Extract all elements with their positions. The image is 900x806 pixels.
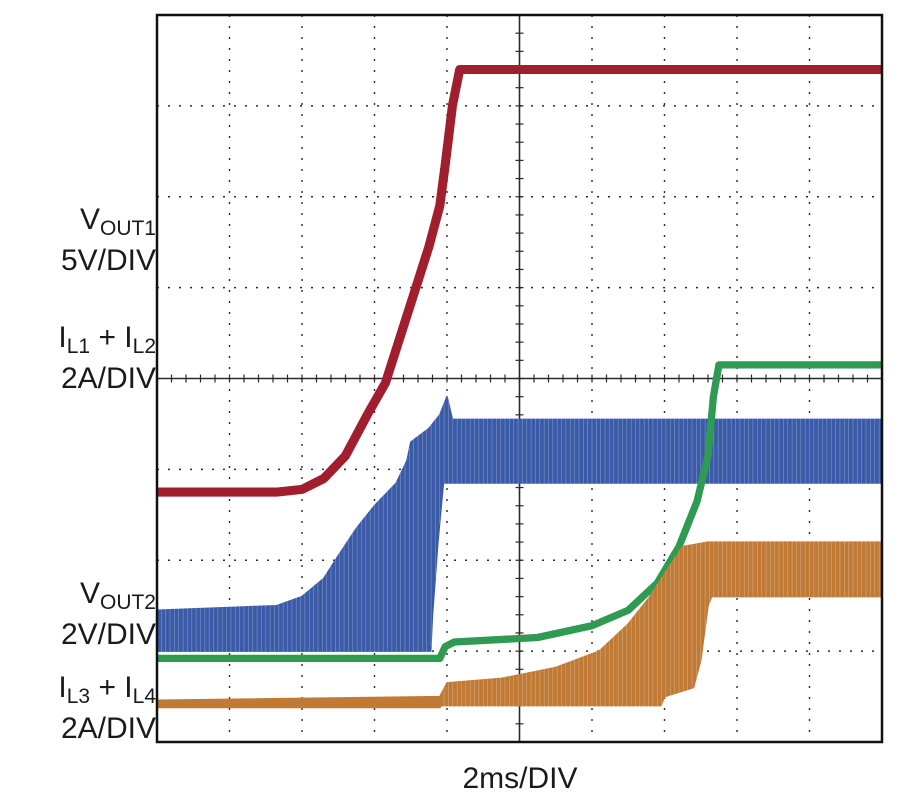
ripple-il12 [156,401,880,653]
label-vout2: VOUT2 2V/DIV [61,578,156,651]
label-il12: IL1 + IL2 2A/DIV [58,322,156,395]
traces [156,64,883,709]
label-vout1: VOUT1 5V/DIV [61,204,156,277]
label-vout2-scale: 2V/DIV [60,618,156,651]
label-il34-scale: 2A/DIV [60,712,156,745]
trace-vout2 [157,361,882,663]
label-vout1-scale: 5V/DIV [60,244,156,277]
label-il12-name: IL1 + IL2 [58,321,156,359]
label-il34-name: IL3 + IL4 [58,671,156,709]
label-il12-scale: 2A/DIV [60,362,156,395]
label-il34: IL3 + IL4 2A/DIV [58,672,156,745]
label-vout2-name: VOUT2 [79,577,156,615]
label-vout1-name: VOUT1 [79,203,156,241]
trace-il12 [156,395,883,652]
plot-frame [155,13,884,744]
x-axis-label: 2ms/DIV [462,762,578,795]
ripple-il34 [443,540,880,708]
trace-vout1 [157,64,882,497]
grid [157,15,882,742]
